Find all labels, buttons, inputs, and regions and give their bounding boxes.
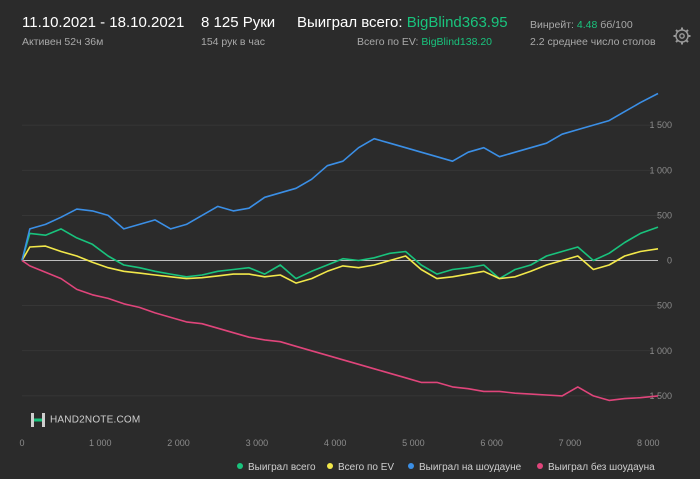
y-tick-label: 1 500 bbox=[649, 391, 672, 401]
hand2note-logo-icon bbox=[31, 413, 45, 427]
x-tick-label: 4 000 bbox=[324, 438, 347, 448]
legend-item-ev[interactable]: Всего по EV bbox=[327, 462, 394, 473]
x-tick-label: 0 bbox=[19, 438, 24, 448]
won-block: Выиграл всего: BigBlind363.95 Всего по E… bbox=[297, 14, 508, 48]
legend-dot-showdown bbox=[408, 463, 414, 469]
active-time: Активен 52ч 36м bbox=[22, 36, 104, 48]
won-label: Выиграл всего: bbox=[297, 14, 403, 31]
legend-label-non-showdown: Выиграл без шоудауна bbox=[548, 462, 655, 473]
chart-grid bbox=[22, 124, 658, 397]
legend-label-won: Выиграл всего bbox=[248, 462, 316, 473]
winrate-block: Винрейт: 4.48 бб/100 2.2 среднее число с… bbox=[530, 19, 656, 48]
hand2note-logo: HAND2NOTE.COM bbox=[30, 412, 140, 428]
legend-label-showdown: Выиграл на шоудауне bbox=[419, 462, 522, 473]
x-axis-ticks: 0 1 000 2 000 3 000 4 000 5 000 6 000 7 000 8 00… bbox=[19, 438, 659, 448]
x-tick-label: 3 000 bbox=[246, 438, 269, 448]
legend-item-non-showdown[interactable]: Выиграл без шоудауна bbox=[537, 462, 655, 473]
series-line-non-showdown bbox=[21, 259, 659, 402]
gear-icon[interactable] bbox=[672, 26, 692, 46]
legend-dot-ev bbox=[327, 463, 333, 469]
winrate-unit: бб/100 bbox=[600, 19, 633, 31]
y-tick-label: 500 bbox=[657, 210, 672, 220]
hands-count: 8 125 Руки bbox=[201, 14, 276, 31]
y-tick-label: 1 500 bbox=[649, 120, 672, 130]
chart-series bbox=[21, 92, 659, 402]
series-line-ev bbox=[21, 245, 659, 284]
hands-per-hour: 154 рук в час bbox=[201, 36, 265, 48]
ev-value: BigBlind138.20 bbox=[421, 36, 492, 48]
legend-item-showdown[interactable]: Выиграл на шоудауне bbox=[408, 462, 521, 473]
legend-dot-won bbox=[237, 463, 243, 469]
y-tick-label: 500 bbox=[657, 301, 672, 311]
legend-item-won[interactable]: Выиграл всего bbox=[237, 462, 316, 473]
winrate-label: Винрейт: bbox=[530, 19, 574, 31]
x-tick-label: 8 000 bbox=[637, 438, 660, 448]
stats-header: 11.10.2021 - 18.10.2021 Активен 52ч 36м … bbox=[0, 0, 700, 62]
watermark-text: HAND2NOTE.COM bbox=[50, 414, 141, 426]
series-line-won bbox=[21, 226, 659, 280]
date-block: 11.10.2021 - 18.10.2021 Активен 52ч 36м bbox=[22, 14, 184, 48]
x-tick-label: 1 000 bbox=[89, 438, 112, 448]
avg-tables: 2.2 среднее число столов bbox=[530, 36, 656, 48]
x-tick-label: 5 000 bbox=[402, 438, 425, 448]
y-axis-ticks: 1 500 1 000 500 0 500 1 000 1 500 bbox=[649, 120, 672, 401]
y-tick-label: 0 bbox=[667, 256, 672, 266]
won-value: BigBlind363.95 bbox=[406, 14, 508, 31]
ev-label: Всего по EV: bbox=[357, 36, 419, 48]
winrate-value: 4.48 bbox=[576, 19, 598, 31]
x-tick-label: 7 000 bbox=[559, 438, 582, 448]
legend-label-ev: Всего по EV bbox=[338, 462, 395, 473]
profit-chart: 1 500 1 000 500 0 500 1 000 1 500 0 1 000 2 000 3… bbox=[19, 92, 672, 448]
y-tick-label: 1 000 bbox=[649, 346, 672, 356]
x-tick-label: 2 000 bbox=[167, 438, 190, 448]
legend-dot-non-showdown bbox=[537, 463, 543, 469]
series-line-showdown bbox=[21, 92, 659, 261]
chart-legend: Выиграл всего Всего по EV Выиграл на шоу… bbox=[0, 462, 700, 478]
x-tick-label: 6 000 bbox=[480, 438, 503, 448]
y-tick-label: 1 000 bbox=[649, 165, 672, 175]
hands-block: 8 125 Руки 154 рук в час bbox=[201, 14, 275, 48]
date-range: 11.10.2021 - 18.10.2021 bbox=[22, 14, 185, 31]
